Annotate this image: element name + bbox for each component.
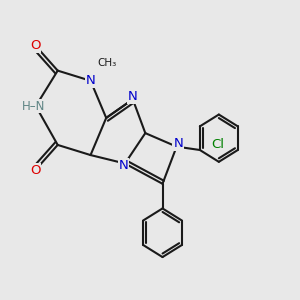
Text: N: N (173, 137, 183, 150)
Text: O: O (30, 39, 40, 52)
Text: H–N: H–N (22, 100, 45, 112)
Text: N: N (128, 90, 138, 103)
Text: N: N (118, 159, 128, 172)
Text: O: O (30, 164, 40, 177)
Text: Cl: Cl (211, 138, 224, 151)
Text: N: N (86, 74, 95, 87)
Text: CH₃: CH₃ (98, 58, 117, 68)
